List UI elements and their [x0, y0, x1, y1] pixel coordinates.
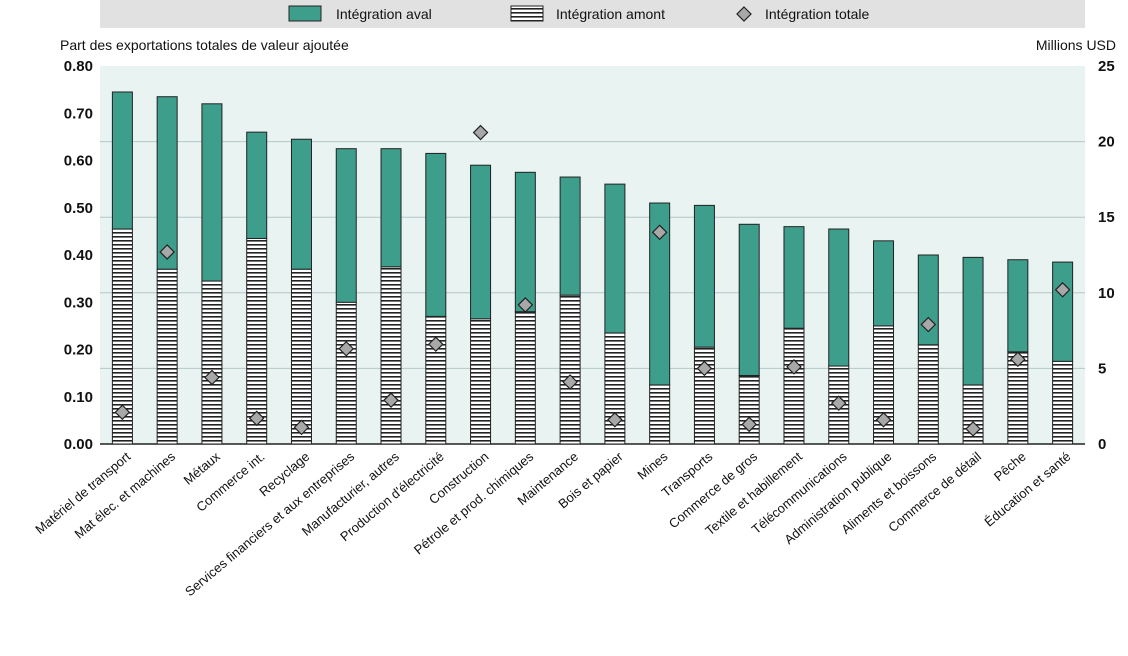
y-right-tick-label: 25 [1098, 58, 1115, 75]
legend-swatch-amont [510, 5, 544, 22]
y-left-tick-label: 0.00 [64, 436, 93, 453]
bar-integration-amont [290, 268, 312, 445]
bar-integration-amont [1052, 360, 1074, 445]
marker-integration-totale [607, 411, 623, 428]
bar-integration-aval [1052, 261, 1074, 362]
marker-integration-totale [338, 340, 355, 357]
marker-integration-totale [830, 395, 847, 412]
legend: Intégration aval Intégration amont Intégra… [288, 5, 870, 22]
bar-integration-aval [693, 204, 715, 348]
bar-integration-aval [783, 226, 805, 329]
marker-integration-totale [427, 336, 444, 353]
bar-integration-aval [470, 164, 492, 320]
bar-integration-aval [604, 183, 626, 334]
y-right-axis: 0 5 10 15 20 25 [1098, 58, 1115, 453]
bar-integration-aval [559, 176, 581, 296]
marker-integration-totale [920, 316, 937, 333]
bar-integration-amont [425, 315, 447, 445]
y-left-tick-label: 0.70 [64, 105, 93, 122]
y-left-tick-label: 0.20 [64, 342, 93, 359]
bar-integration-amont [917, 344, 939, 445]
bar-integration-aval [111, 91, 133, 230]
y-right-tick-label: 10 [1098, 285, 1115, 302]
marker-integration-totale [248, 410, 265, 427]
bar-integration-amont [514, 311, 536, 445]
legend-label-totale: Intégration totale [765, 6, 870, 22]
bar-integration-aval [425, 152, 447, 317]
marker-integration-totale [159, 244, 176, 260]
bar-integration-aval [290, 138, 312, 270]
bar-integration-amont [649, 384, 671, 445]
bar-integration-amont [783, 327, 805, 445]
bar-integration-aval [201, 103, 223, 282]
y-right-tick-label: 5 [1098, 360, 1106, 377]
marker-integration-totale [696, 360, 713, 377]
legend-label-aval: Intégration aval [336, 6, 432, 22]
category-label: Pêche [991, 449, 1029, 484]
marker-integration-totale [114, 404, 131, 421]
marker-integration-totale [517, 297, 534, 313]
bar-integration-aval [738, 223, 760, 376]
marker-integration-totale [1054, 281, 1071, 298]
bar-integration-aval [828, 228, 850, 367]
y-right-tick-label: 15 [1098, 209, 1115, 226]
legend-swatch-aval [288, 5, 322, 22]
bar-integration-aval [1007, 259, 1029, 353]
marker-integration-totale [293, 419, 310, 436]
bar-integration-aval [246, 131, 268, 239]
y-left-tick-label: 0.30 [64, 294, 93, 311]
legend-swatch-totale [736, 6, 752, 22]
y-right-tick-label: 0 [1098, 436, 1106, 453]
legend-background [100, 0, 1085, 28]
legend-label-amont: Intégration amont [556, 6, 665, 22]
marker-integration-totale [204, 369, 220, 386]
marker-integration-totale [651, 224, 668, 241]
y-left-tick-label: 0.50 [64, 200, 93, 217]
y-right-axis-label: Millions USD [1036, 37, 1116, 53]
bar-integration-aval [380, 148, 402, 268]
bar-integration-amont [335, 301, 357, 445]
y-right-tick-label: 20 [1098, 134, 1115, 151]
bar-integration-amont [201, 280, 223, 445]
bar-integration-amont [380, 266, 402, 445]
marker-integration-totale [741, 416, 758, 433]
y-left-tick-label: 0.40 [64, 247, 93, 264]
marker-integration-totale [786, 359, 802, 375]
y-left-axis-label: Part des exportations totales de valeur … [60, 37, 349, 53]
bar-integration-aval [873, 240, 895, 327]
bar-integration-amont [156, 268, 178, 445]
marker-integration-totale [875, 411, 892, 428]
bar-integration-aval [156, 96, 178, 270]
marker-integration-totale [383, 392, 399, 409]
bars [111, 91, 1074, 445]
marker-integration-totale [1009, 351, 1026, 368]
bar-integration-amont [559, 294, 581, 445]
y-left-tick-label: 0.80 [64, 58, 93, 75]
y-left-tick-label: 0.10 [64, 389, 93, 406]
y-left-axis: 0.00 0.10 0.20 0.30 0.40 0.50 0.60 0.70 0.80 [64, 58, 93, 453]
bar-integration-amont [738, 374, 760, 445]
bar-integration-aval [335, 148, 357, 303]
bar-integration-aval [514, 171, 536, 313]
y-left-tick-label: 0.60 [64, 153, 93, 170]
markers [114, 124, 1071, 437]
category-label: Mines [634, 448, 671, 482]
bar-integration-aval [962, 256, 984, 386]
bar-integration-aval [649, 202, 671, 386]
marker-integration-totale [562, 374, 578, 390]
bar-integration-amont [470, 318, 492, 445]
category-label: Métaux [181, 448, 224, 487]
marker-integration-totale [965, 421, 981, 437]
marker-integration-totale [472, 124, 489, 141]
